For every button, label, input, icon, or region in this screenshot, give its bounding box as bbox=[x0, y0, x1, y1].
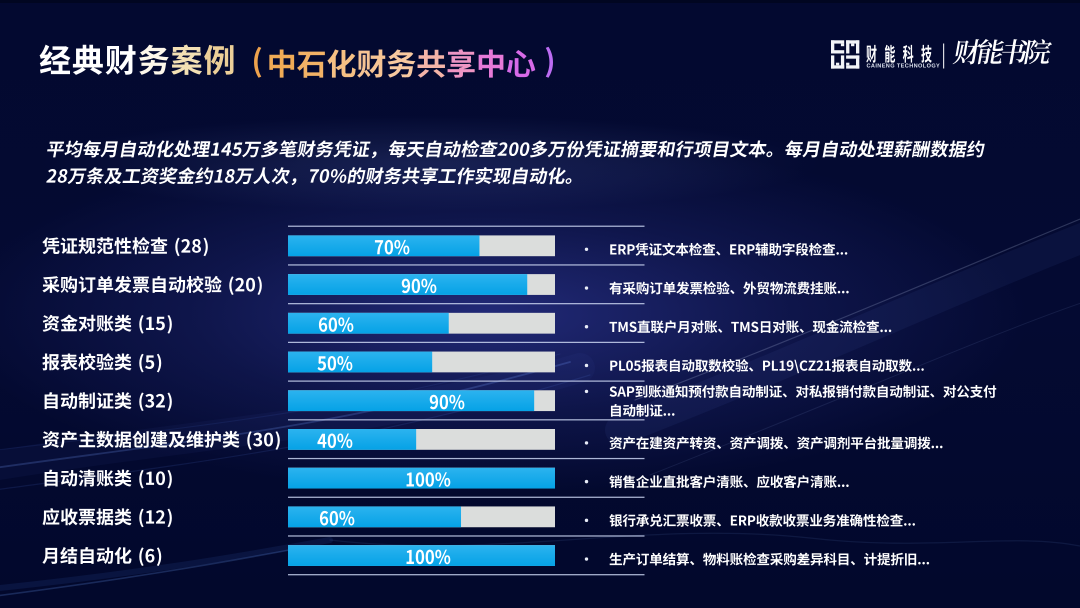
svg-text:CAINENG TECHNOLOGY: CAINENG TECHNOLOGY bbox=[867, 64, 941, 70]
